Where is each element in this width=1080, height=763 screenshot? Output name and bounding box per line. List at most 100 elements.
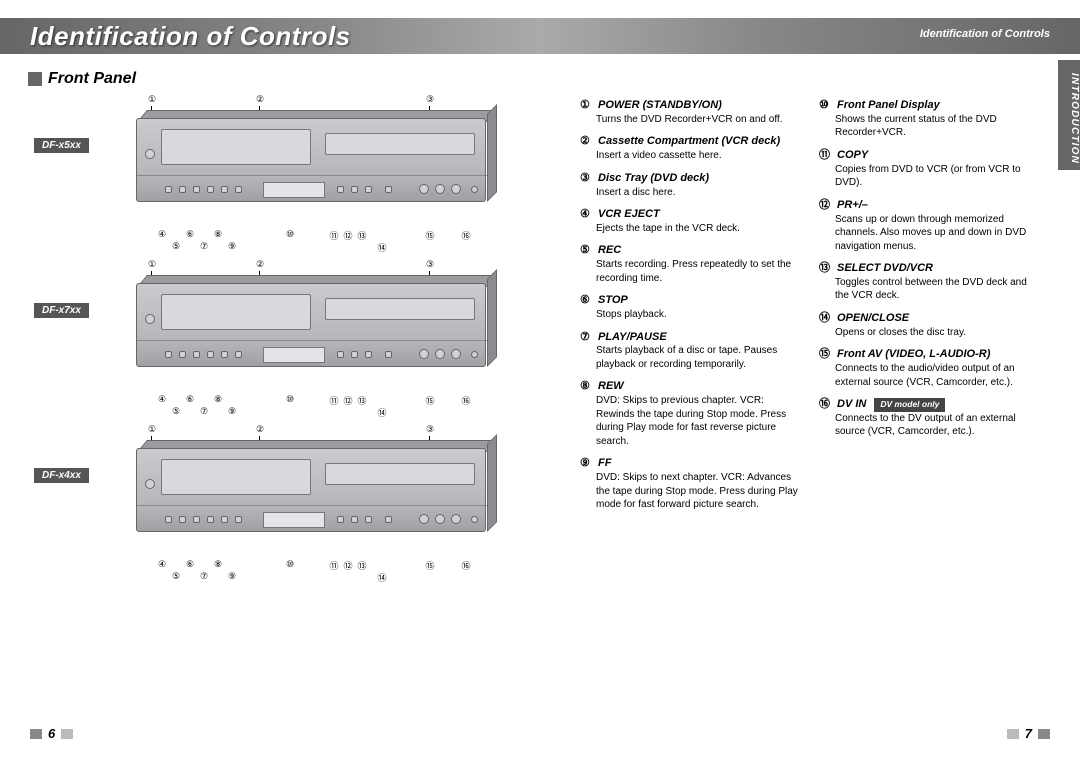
callout-num: ① [146, 94, 158, 106]
badge: DV model only [874, 398, 945, 411]
diagram-block: DF-x4xx ① ② ③ [34, 424, 514, 589]
control-entry: ⑨FFDVD: Skips to next chapter. VCR: Adva… [580, 456, 801, 511]
control-entry: ⑭OPEN/CLOSEOpens or closes the disc tray… [819, 311, 1040, 339]
model-label: DF-x5xx [34, 138, 89, 153]
disc-tray [325, 463, 475, 485]
diagram-block: DF-x7xx ① ② ③ [34, 259, 514, 424]
control-entry: ④ VCR EJECTEjects the tape in the VCR dec… [580, 207, 801, 235]
control-entry: ⑤ RECStarts recording. Press repeatedly t… [580, 243, 801, 285]
entry-title: REW [598, 379, 624, 394]
page-num: 7 [1025, 726, 1032, 741]
control-entry: ⑬ SELECT DVD/VCRToggles control between t… [819, 261, 1040, 303]
title-banner: Identification of Controls [0, 18, 540, 54]
entry-number: ⑤ [580, 243, 594, 258]
entry-number: ⑭ [819, 311, 833, 326]
entry-desc: Connects to the DV output of an external… [835, 412, 1040, 439]
control-entry: ⑧ REWDVD: Skips to previous chapter. VCR:… [580, 379, 801, 448]
callout-num: ③ [424, 94, 436, 106]
entry-number: ① [580, 98, 594, 113]
subhead-text: Front Panel [48, 70, 136, 88]
entry-number: ② [580, 134, 594, 149]
entry-title: Disc Tray (DVD deck) [598, 171, 709, 186]
power-button-icon [145, 479, 155, 489]
entry-desc: Copies from DVD to VCR (or from VCR to D… [835, 163, 1040, 190]
device-illustration [136, 275, 496, 371]
display-window [263, 512, 325, 528]
control-entry: ⑦ PLAY/PAUSEStarts playback of a disc or … [580, 330, 801, 372]
entry-title: Front Panel Display [837, 98, 940, 113]
power-button-icon [145, 314, 155, 324]
callouts-bottom: ④ ⑥ ⑧ ⑩ ⑪ ⑫ ⑬ ⑮ ⑯ ⑤ ⑦ ⑨ ⑭ [134, 559, 494, 589]
controls-description: ① POWER (STANDBY/ON)Turns the DVD Recorde… [580, 98, 1040, 520]
subheading: Front Panel [28, 70, 136, 88]
cassette-slot [161, 129, 311, 165]
callout-num: ① [146, 424, 158, 436]
header-right-label: Identification of Controls [920, 28, 1050, 40]
entry-number: ⑬ [819, 261, 833, 276]
page-num: 6 [48, 726, 55, 741]
entry-title: DV IN [837, 397, 866, 412]
entry-title: Front AV (VIDEO, L-AUDIO-R) [837, 347, 990, 362]
control-entry: ① POWER (STANDBY/ON)Turns the DVD Recorde… [580, 98, 801, 126]
controls-col-1: ① POWER (STANDBY/ON)Turns the DVD Recorde… [580, 98, 801, 520]
entry-desc: Connects to the audio/video output of an… [835, 362, 1040, 389]
entry-number: ⑨ [580, 456, 594, 471]
entry-title: Cassette Compartment (VCR deck) [598, 134, 780, 149]
entry-number: ⑧ [580, 379, 594, 394]
entry-desc: Starts playback of a disc or tape. Pause… [596, 344, 801, 371]
entry-desc: DVD: Skips to next chapter. VCR: Advance… [596, 471, 801, 512]
entry-number: ④ [580, 207, 594, 222]
control-strip [137, 340, 487, 366]
callout-num: ③ [424, 424, 436, 436]
entry-desc: Turns the DVD Recorder+VCR on and off. [596, 113, 801, 127]
entry-title: OPEN/CLOSE [837, 311, 909, 326]
entry-desc: Scans up or down through memorized chann… [835, 213, 1040, 254]
entry-title: COPY [837, 148, 868, 163]
entry-title: VCR EJECT [598, 207, 660, 222]
entry-title: REC [598, 243, 621, 258]
entry-title: POWER (STANDBY/ON) [598, 98, 722, 113]
control-strip [137, 175, 487, 201]
entry-title: STOP [598, 293, 628, 308]
entry-desc: DVD: Skips to previous chapter. VCR: Rew… [596, 394, 801, 448]
control-entry: ② Cassette Compartment (VCR deck)Insert a… [580, 134, 801, 162]
subhead-ornament [28, 72, 42, 86]
model-label: DF-x7xx [34, 303, 89, 318]
entry-number: ⑫ [819, 198, 833, 213]
callout-num: ② [254, 259, 266, 271]
entry-desc: Stops playback. [596, 308, 801, 322]
callouts-bottom: ④ ⑥ ⑧ ⑩ ⑪ ⑫ ⑬ ⑮ ⑯ ⑤ ⑦ ⑨ ⑭ [134, 394, 494, 424]
entry-number: ⑦ [580, 330, 594, 345]
control-entry: ⑪ COPYCopies from DVD to VCR (or from VCR… [819, 148, 1040, 190]
entry-number: ⑯ [819, 397, 833, 412]
entry-desc: Ejects the tape in the VCR deck. [596, 222, 801, 236]
control-entry: ⑥ STOPStops playback. [580, 293, 801, 321]
entry-number: ⑥ [580, 293, 594, 308]
control-entry: ⑫ PR+/–Scans up or down through memorized… [819, 198, 1040, 253]
model-label: DF-x4xx [34, 468, 89, 483]
entry-number: ③ [580, 171, 594, 186]
controls-col-2: ⑩Front Panel DisplayShows the current st… [819, 98, 1040, 520]
device-illustration [136, 440, 496, 536]
diagram-block: DF-x5xx ① ② ③ [34, 94, 514, 259]
display-window [263, 182, 325, 198]
entry-title: SELECT DVD/VCR [837, 261, 933, 276]
section-tab: INTRODUCTION [1058, 60, 1080, 170]
disc-tray [325, 133, 475, 155]
control-entry: ③Disc Tray (DVD deck)Insert a disc here. [580, 171, 801, 199]
entry-title: PR+/– [837, 198, 868, 213]
cassette-slot [161, 294, 311, 330]
entry-title: PLAY/PAUSE [598, 330, 667, 345]
callout-num: ① [146, 259, 158, 271]
entry-number: ⑪ [819, 148, 833, 163]
cassette-slot [161, 459, 311, 495]
callouts-bottom: ④ ⑥ ⑧ ⑩ ⑪ ⑫ ⑬ ⑮ ⑯ ⑤ ⑦ ⑨ ⑭ [134, 229, 494, 259]
entry-desc: Insert a video cassette here. [596, 149, 801, 163]
page-title: Identification of Controls [30, 21, 351, 52]
device-body [136, 118, 486, 202]
display-window [263, 347, 325, 363]
device-body [136, 283, 486, 367]
entry-desc: Toggles control between the DVD deck and… [835, 276, 1040, 303]
entry-desc: Starts recording. Press repeatedly to se… [596, 258, 801, 285]
callout-num: ② [254, 424, 266, 436]
